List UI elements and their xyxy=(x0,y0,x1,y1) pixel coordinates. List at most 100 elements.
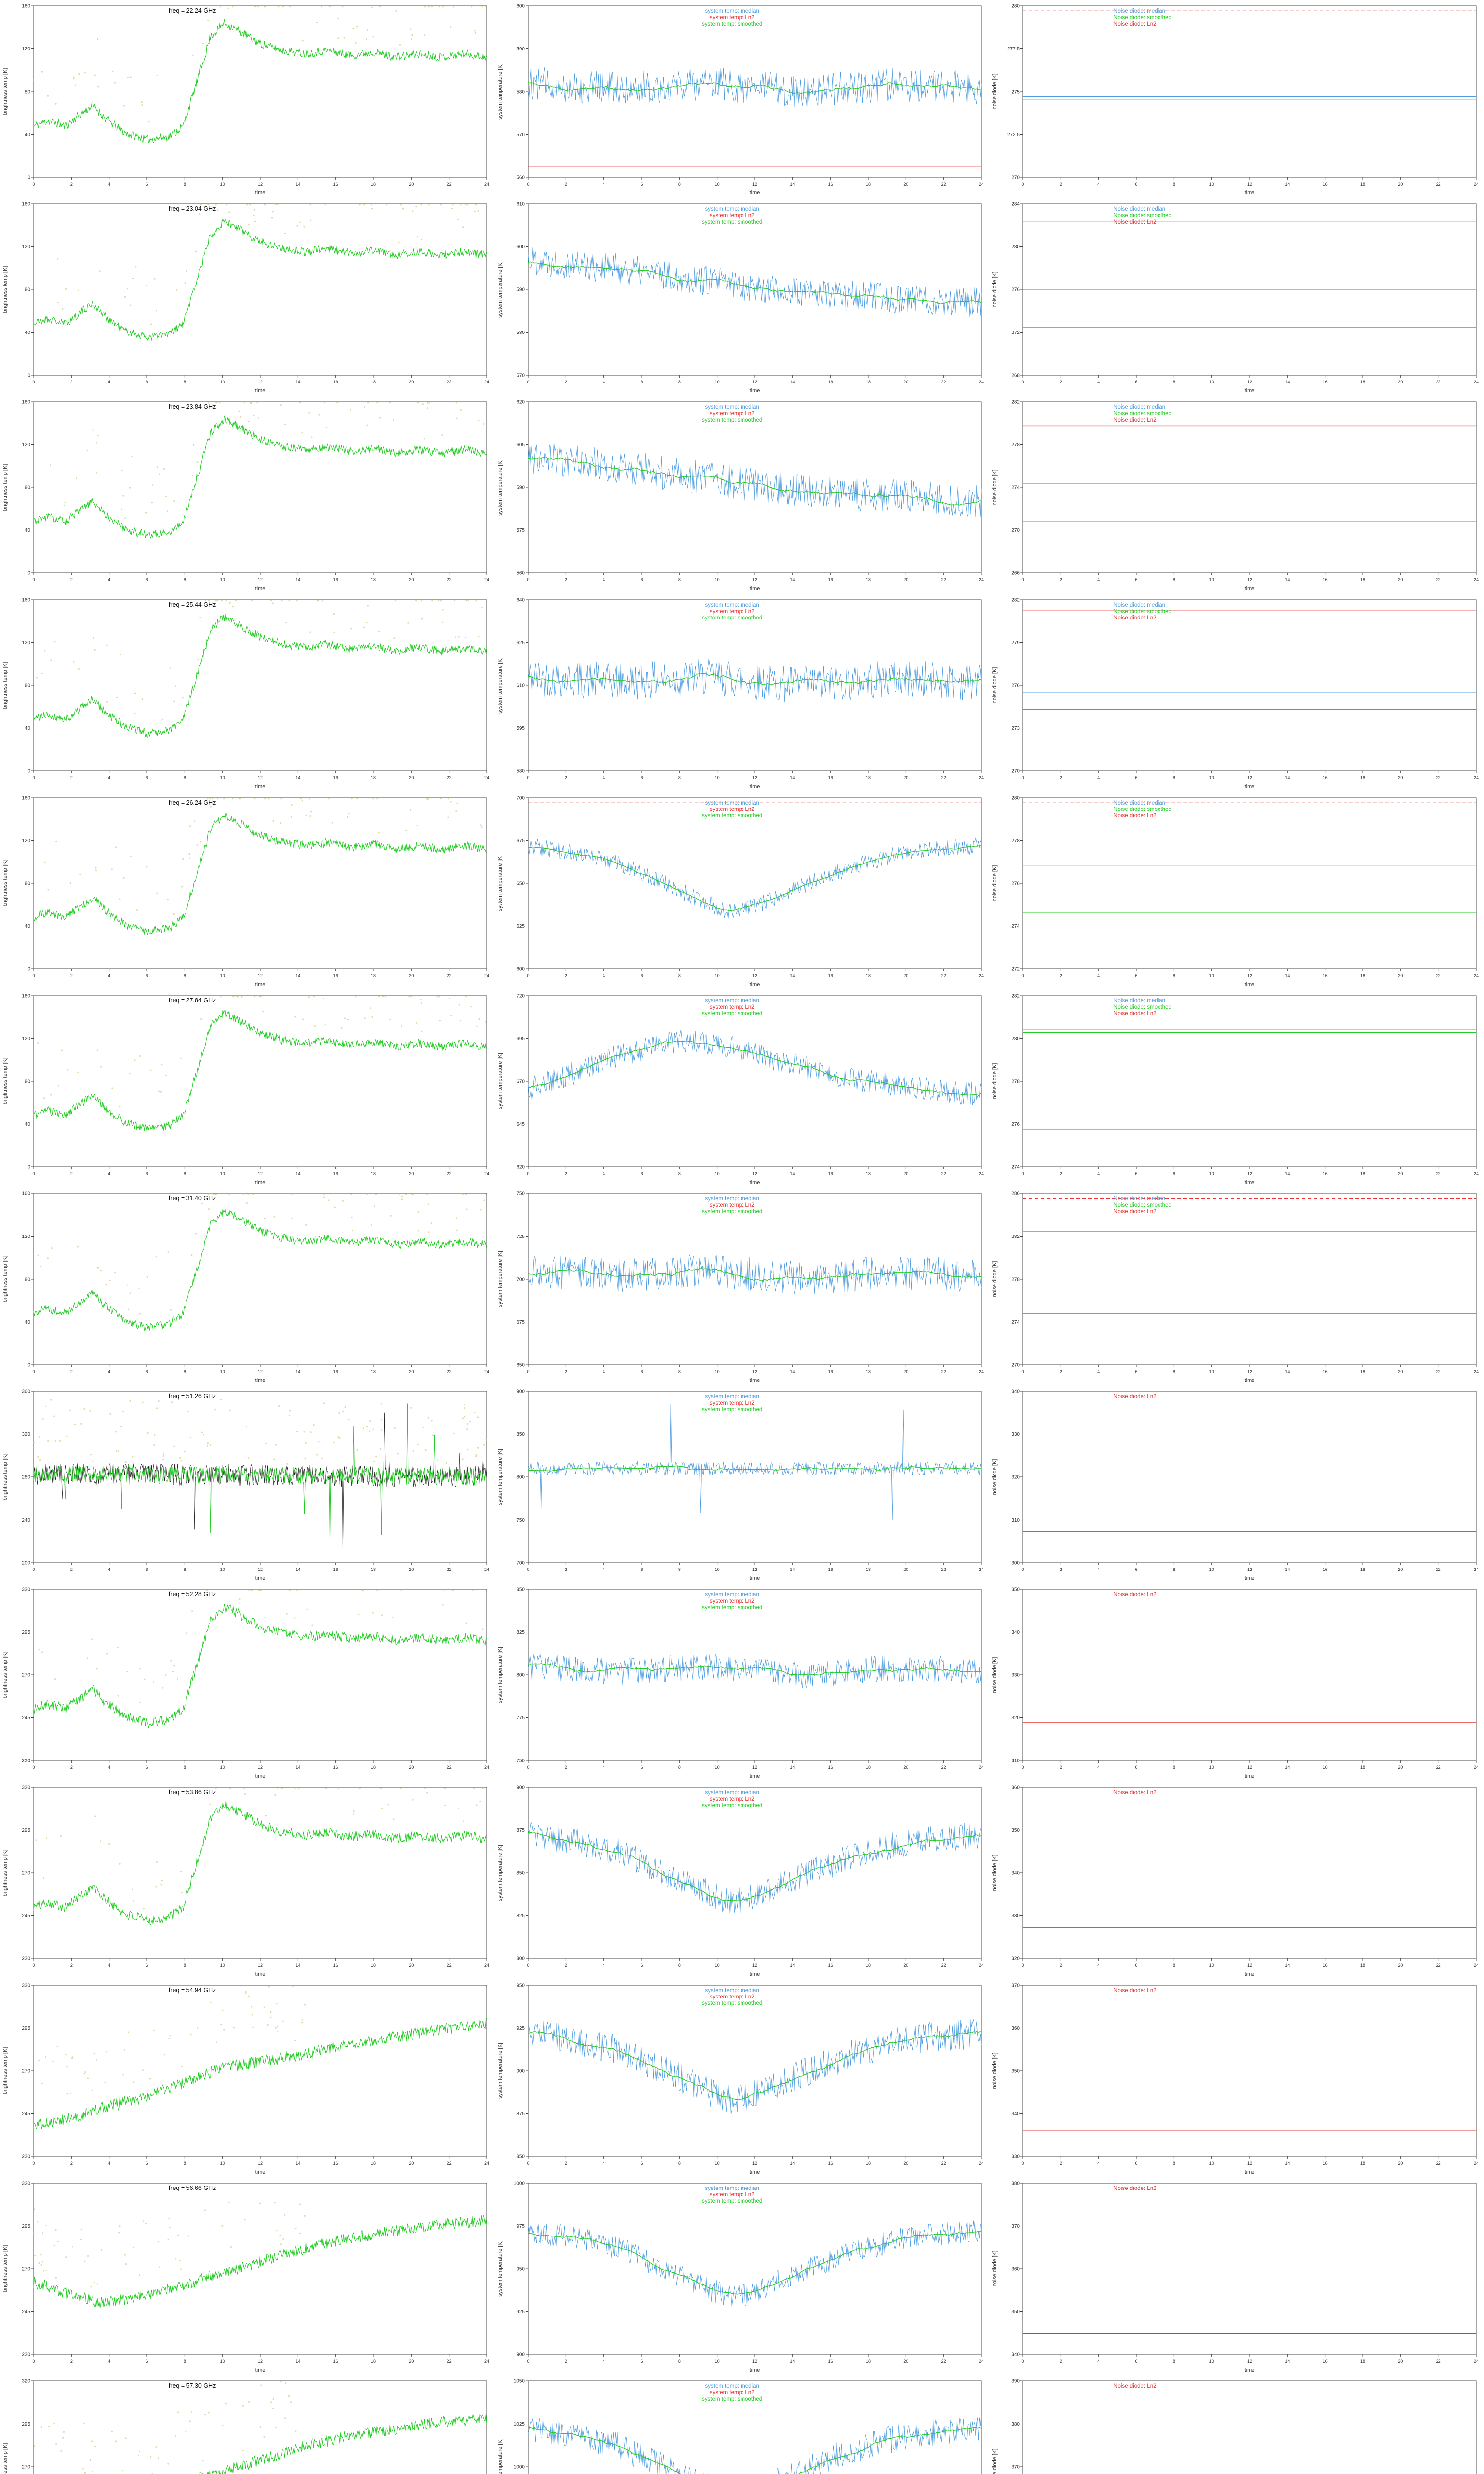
x-tick-label: 24 xyxy=(1474,1963,1479,1968)
x-tick-label: 18 xyxy=(371,775,376,780)
x-tick-label: 14 xyxy=(295,2359,300,2364)
y-tick-label: 700 xyxy=(516,1277,525,1283)
y-tick-label: 220 xyxy=(22,2154,30,2160)
y-tick-label: 276 xyxy=(1011,287,1020,293)
x-tick-label: 24 xyxy=(484,1171,489,1176)
x-tick-label: 16 xyxy=(333,1765,338,1770)
legend-entry: system temp: Ln2 xyxy=(710,1202,755,1208)
x-axis-label: time xyxy=(750,1773,760,1779)
y-tick-label: 40 xyxy=(25,726,31,731)
y-tick-label: 295 xyxy=(22,2422,30,2427)
y-axis-label: brightness temp [K] xyxy=(2,662,8,709)
y-tick-label: 40 xyxy=(25,924,31,929)
x-tick-label: 2 xyxy=(1060,2359,1062,2364)
legend-entry: system temp: Ln2 xyxy=(710,213,755,219)
chart-row: 200 240 280 320 360 0 2 4 6 8 10 12 14 16 18 20 22 24 time… xyxy=(0,1385,1484,1583)
x-tick-label: 16 xyxy=(1323,2359,1328,2364)
x-tick-label: 20 xyxy=(1398,380,1403,384)
x-tick-label: 14 xyxy=(295,775,300,780)
x-tick-label: 16 xyxy=(828,775,833,780)
x-tick-label: 12 xyxy=(258,1567,263,1572)
x-tick-label: 2 xyxy=(1060,182,1062,187)
y-tick-label: 875 xyxy=(516,1828,525,1833)
x-tick-label: 10 xyxy=(220,1171,225,1176)
x-axis-label: time xyxy=(255,1971,266,1977)
x-tick-label: 0 xyxy=(1021,775,1024,780)
y-tick-label: 360 xyxy=(1011,1785,1020,1791)
x-tick-label: 8 xyxy=(1173,2359,1175,2364)
x-tick-label: 20 xyxy=(1398,182,1403,187)
x-tick-label: 18 xyxy=(866,1963,871,1968)
x-tick-label: 8 xyxy=(1173,1765,1175,1770)
x-tick-label: 2 xyxy=(565,973,567,978)
x-tick-label: 8 xyxy=(678,2161,681,2166)
y-tick-label: 330 xyxy=(1011,1913,1020,1919)
x-tick-label: 24 xyxy=(979,1567,984,1572)
system-temp-panel: 620 645 670 695 720 0 2 4 6 8 10 12 14 16 18 20 22 24 time… xyxy=(495,990,989,1188)
y-tick-label: 245 xyxy=(22,2111,30,2117)
x-tick-label: 0 xyxy=(1021,1369,1024,1374)
y-tick-label: 300 xyxy=(1011,1561,1020,1566)
x-tick-label: 20 xyxy=(903,577,908,582)
y-tick-label: 277.5 xyxy=(1007,47,1020,52)
freq-title: freq = 56.66 GHz xyxy=(169,2185,216,2191)
x-tick-label: 0 xyxy=(32,2359,35,2364)
y-tick-label: 266 xyxy=(1011,571,1020,576)
y-tick-label: 330 xyxy=(1011,1432,1020,1437)
y-axis-label: brightness temp [K] xyxy=(2,68,8,115)
x-tick-label: 16 xyxy=(828,380,833,384)
x-tick-label: 6 xyxy=(640,2359,643,2364)
legend-entry: system temp: Ln2 xyxy=(710,609,755,615)
x-tick-label: 24 xyxy=(1474,1171,1479,1176)
y-axis-label: system temperature [K] xyxy=(497,657,503,714)
x-tick-label: 4 xyxy=(1097,577,1100,582)
x-tick-label: 8 xyxy=(184,577,186,582)
y-tick-label: 273 xyxy=(1011,726,1020,731)
y-axis-label: noise diode [K] xyxy=(992,1261,998,1297)
y-tick-label: 370 xyxy=(1011,1983,1020,1989)
y-axis-label: noise diode [K] xyxy=(992,1063,998,1099)
x-tick-label: 8 xyxy=(184,380,186,384)
y-tick-label: 575 xyxy=(516,528,525,533)
y-tick-label: 645 xyxy=(516,1122,525,1127)
legend-entry: Noise diode: median xyxy=(1113,404,1165,410)
x-tick-label: 6 xyxy=(640,182,643,187)
legend-entry: system temp: smoothed xyxy=(702,21,762,27)
x-tick-label: 18 xyxy=(866,182,871,187)
x-tick-label: 2 xyxy=(70,2359,73,2364)
y-tick-label: 825 xyxy=(516,1630,525,1635)
y-tick-label: 570 xyxy=(516,132,525,138)
x-tick-label: 16 xyxy=(333,380,338,384)
x-axis-label: time xyxy=(255,190,266,196)
x-tick-label: 2 xyxy=(565,182,567,187)
x-tick-label: 22 xyxy=(1436,1369,1441,1374)
y-tick-label: 280 xyxy=(1011,4,1020,9)
y-tick-label: 40 xyxy=(25,528,31,533)
x-tick-label: 2 xyxy=(1060,775,1062,780)
x-tick-label: 16 xyxy=(1323,973,1328,978)
y-tick-label: 605 xyxy=(516,442,525,448)
x-tick-label: 6 xyxy=(145,1171,148,1176)
x-tick-label: 6 xyxy=(145,2161,148,2166)
legend-entry: system temp: smoothed xyxy=(702,615,762,621)
y-tick-label: 270 xyxy=(1011,769,1020,774)
x-tick-label: 10 xyxy=(1209,1765,1214,1770)
legend-entry: Noise diode: Ln2 xyxy=(1113,2383,1156,2389)
x-tick-label: 14 xyxy=(790,1369,795,1374)
y-tick-label: 120 xyxy=(22,640,30,646)
y-tick-label: 340 xyxy=(1011,2111,1020,2117)
x-tick-label: 10 xyxy=(715,1369,720,1374)
legend-entry: system temp: Ln2 xyxy=(710,1796,755,1802)
y-tick-label: 350 xyxy=(1011,1828,1020,1833)
x-tick-label: 12 xyxy=(258,775,263,780)
y-tick-label: 640 xyxy=(516,598,525,603)
x-tick-label: 14 xyxy=(295,1765,300,1770)
y-tick-label: 40 xyxy=(25,132,31,138)
x-tick-label: 14 xyxy=(790,775,795,780)
y-tick-label: 0 xyxy=(27,1363,30,1368)
